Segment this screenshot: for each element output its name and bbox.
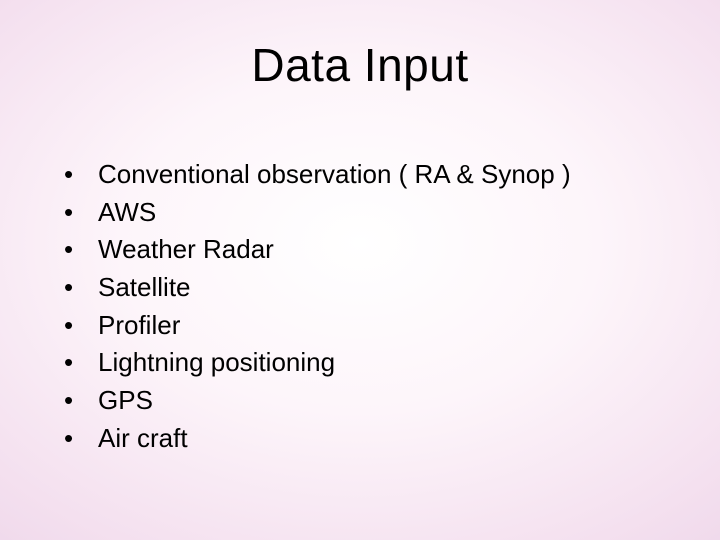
list-item-label: Conventional observation ( RA & Synop ): [98, 156, 571, 194]
list-item-label: Lightning positioning: [98, 344, 335, 382]
bullet-list: • Conventional observation ( RA & Synop …: [60, 156, 571, 458]
bullet-icon: •: [60, 307, 98, 345]
bullet-icon: •: [60, 231, 98, 269]
list-item-label: GPS: [98, 382, 153, 420]
list-item-label: Profiler: [98, 307, 180, 345]
list-item: • Satellite: [60, 269, 571, 307]
bullet-icon: •: [60, 156, 98, 194]
slide-title: Data Input: [0, 38, 720, 92]
list-item: • Profiler: [60, 307, 571, 345]
list-item-label: Weather Radar: [98, 231, 274, 269]
bullet-icon: •: [60, 344, 98, 382]
bullet-icon: •: [60, 382, 98, 420]
list-item-label: Satellite: [98, 269, 191, 307]
bullet-icon: •: [60, 194, 98, 232]
list-item-label: Air craft: [98, 420, 188, 458]
list-item: • Weather Radar: [60, 231, 571, 269]
bullet-icon: •: [60, 420, 98, 458]
list-item-label: AWS: [98, 194, 156, 232]
bullet-icon: •: [60, 269, 98, 307]
slide: Data Input • Conventional observation ( …: [0, 0, 720, 540]
list-item: • Air craft: [60, 420, 571, 458]
list-item: • Lightning positioning: [60, 344, 571, 382]
list-item: • Conventional observation ( RA & Synop …: [60, 156, 571, 194]
list-item: • AWS: [60, 194, 571, 232]
list-item: • GPS: [60, 382, 571, 420]
